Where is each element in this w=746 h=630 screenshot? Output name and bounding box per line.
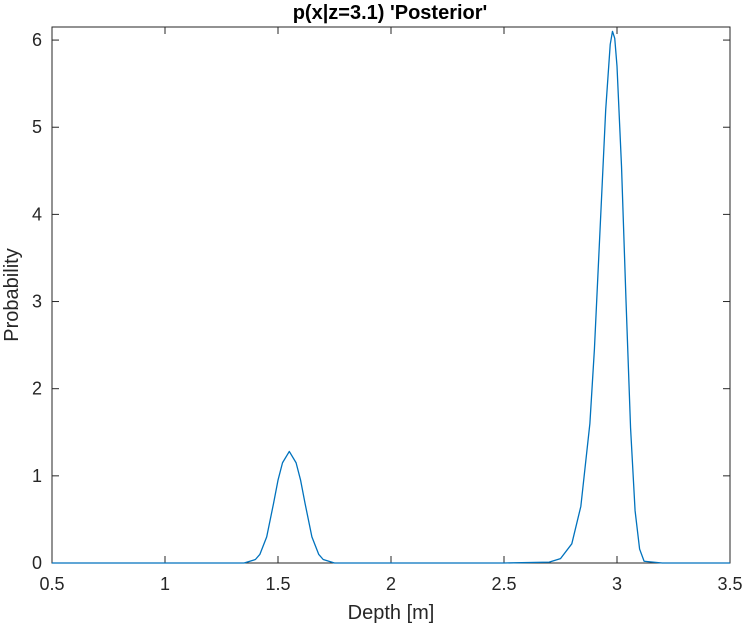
y-tick-label: 2 (32, 379, 42, 399)
x-tick-label: 1 (160, 574, 170, 594)
plot-area (51, 26, 731, 564)
chart-title: p(x|z=3.1) 'Posterior' (293, 2, 488, 24)
y-tick-label: 0 (32, 553, 42, 573)
x-tick-label: 2 (386, 574, 396, 594)
y-tick-label: 3 (32, 292, 42, 312)
x-tick-label: 0.5 (39, 574, 64, 594)
x-tick-label: 2.5 (491, 574, 516, 594)
series-line (52, 30, 730, 564)
y-tick-label: 5 (32, 117, 42, 137)
y-tick-label: 1 (32, 466, 42, 486)
series-lines (52, 30, 730, 564)
x-axis-label: Depth [m] (348, 602, 435, 624)
y-tick-label: 6 (32, 30, 42, 50)
y-tick-label: 4 (32, 204, 42, 224)
x-axis-ticks: 0.5 1 1.5 2 2.5 3 3.5 (39, 27, 743, 594)
x-tick-label: 1.5 (265, 574, 290, 594)
x-tick-label: 3.5 (717, 574, 742, 594)
y-axis-label: Probability (1, 248, 23, 341)
x-tick-label: 3 (612, 574, 622, 594)
